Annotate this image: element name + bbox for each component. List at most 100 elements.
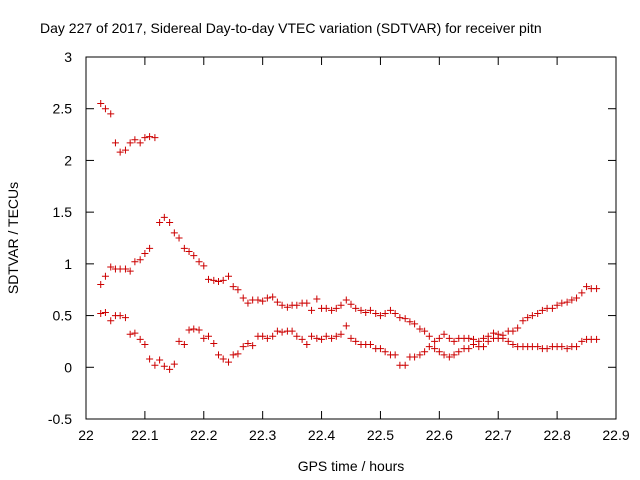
data-point-marker xyxy=(146,133,154,141)
data-point-marker xyxy=(347,300,355,308)
x-tick-label: 22.6 xyxy=(426,427,453,443)
data-point-marker xyxy=(406,318,414,326)
data-point-marker xyxy=(386,306,394,314)
data-point-marker xyxy=(396,314,404,322)
data-point-marker xyxy=(293,332,301,340)
data-point-marker xyxy=(160,213,168,221)
data-point-marker xyxy=(126,139,134,147)
data-point-marker xyxy=(215,277,222,285)
data-point-marker xyxy=(337,330,345,338)
data-point-marker xyxy=(578,289,586,297)
y-tick-label: 0.5 xyxy=(53,308,73,324)
data-point-marker xyxy=(445,353,453,361)
x-tick-label: 22.2 xyxy=(190,427,217,443)
data-point-marker xyxy=(97,281,105,289)
data-point-marker xyxy=(283,303,291,311)
data-point-marker xyxy=(293,301,301,309)
data-point-marker xyxy=(126,330,134,338)
data-point-marker xyxy=(244,299,252,307)
data-point-marker xyxy=(273,298,281,306)
data-point-marker xyxy=(215,351,222,359)
data-point-marker xyxy=(509,327,517,335)
data-point-marker xyxy=(421,327,429,335)
data-point-marker xyxy=(156,218,164,226)
data-point-marker xyxy=(391,310,399,318)
data-point-marker xyxy=(170,360,178,368)
data-point-marker xyxy=(548,304,556,312)
data-point-marker xyxy=(204,332,212,340)
data-point-marker xyxy=(200,334,208,342)
y-tick-label: 1 xyxy=(64,256,72,272)
y-tick-label: -0.5 xyxy=(48,411,72,427)
data-point-marker xyxy=(111,139,119,147)
data-point-marker xyxy=(450,351,458,359)
data-point-marker xyxy=(229,283,237,291)
data-point-marker xyxy=(366,306,374,314)
data-point-marker xyxy=(121,265,129,273)
data-point-marker xyxy=(391,351,399,359)
data-point-marker xyxy=(553,301,561,309)
data-point-marker xyxy=(450,337,458,345)
data-point-marker xyxy=(151,134,159,142)
data-point-marker xyxy=(372,310,380,318)
data-point-marker xyxy=(219,276,227,284)
data-point-marker xyxy=(175,337,183,345)
data-point-marker xyxy=(573,343,581,351)
data-point-marker xyxy=(195,258,203,266)
data-point-marker xyxy=(593,335,601,343)
data-point-marker xyxy=(480,343,487,351)
data-point-marker xyxy=(347,334,355,342)
data-point-marker xyxy=(225,358,233,366)
data-point-marker xyxy=(534,310,542,318)
data-point-marker xyxy=(190,252,198,260)
data-point-marker xyxy=(97,100,105,108)
data-point-marker xyxy=(465,345,473,353)
data-point-marker xyxy=(180,244,188,252)
data-point-marker xyxy=(528,312,536,320)
data-point-marker xyxy=(504,337,512,345)
data-point-marker xyxy=(563,345,571,353)
data-point-marker xyxy=(146,355,154,363)
data-point-marker xyxy=(318,335,326,343)
x-tick-label: 22.8 xyxy=(543,427,570,443)
data-point-marker xyxy=(175,234,183,242)
data-point-marker xyxy=(543,345,551,353)
data-point-marker xyxy=(151,361,159,369)
data-point-marker xyxy=(146,244,154,252)
x-tick-label: 22.4 xyxy=(308,427,335,443)
data-point-marker xyxy=(160,362,168,370)
x-axis-label: GPS time / hours xyxy=(298,458,405,474)
data-point-marker xyxy=(431,345,439,353)
data-point-marker xyxy=(101,308,109,316)
data-point-marker xyxy=(185,326,193,334)
data-point-marker xyxy=(342,322,350,330)
data-point-marker xyxy=(425,332,433,340)
data-point-marker xyxy=(509,341,517,349)
data-point-marker xyxy=(303,299,311,307)
data-point-marker xyxy=(195,326,203,334)
data-point-marker xyxy=(278,328,286,336)
data-point-marker xyxy=(421,348,429,356)
data-point-marker xyxy=(328,334,336,342)
data-point-marker xyxy=(440,351,448,359)
data-point-marker xyxy=(538,306,546,314)
data-point-marker xyxy=(568,296,576,304)
data-point-marker xyxy=(141,134,149,142)
data-point-marker xyxy=(170,229,178,237)
data-point-marker xyxy=(578,337,586,345)
data-point-marker xyxy=(352,337,360,345)
data-point-marker xyxy=(259,297,267,305)
data-point-marker xyxy=(269,332,277,340)
data-point-marker xyxy=(322,332,330,340)
data-point-marker xyxy=(425,343,433,351)
data-point-marker xyxy=(116,312,124,320)
data-point-marker xyxy=(141,341,149,349)
data-point-marker xyxy=(381,310,389,318)
data-point-marker xyxy=(131,136,139,144)
plot-frame xyxy=(85,56,617,420)
data-point-marker xyxy=(263,334,271,342)
data-point-marker xyxy=(259,332,267,340)
data-point-marker xyxy=(524,314,532,322)
data-point-marker xyxy=(411,353,419,361)
data-point-marker xyxy=(499,334,507,342)
